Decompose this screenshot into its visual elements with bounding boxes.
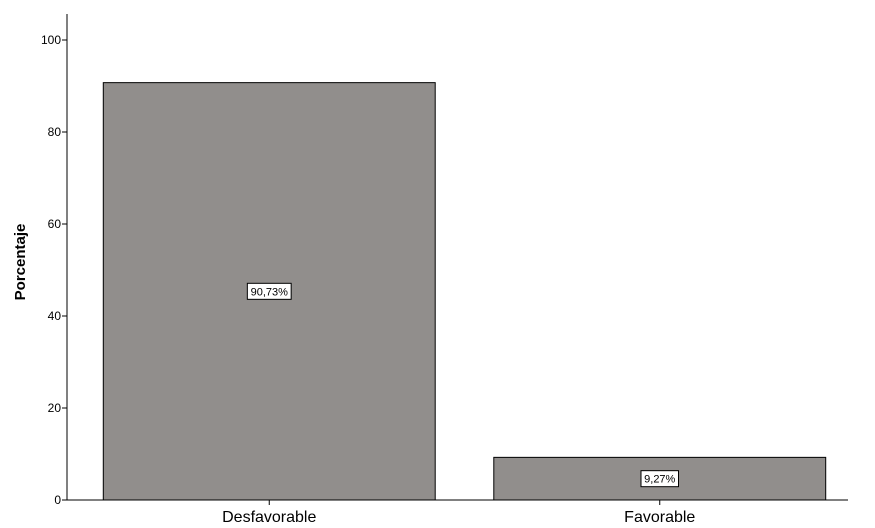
- data-label-box: [246, 282, 292, 300]
- y-tick-label: 20: [48, 401, 62, 415]
- data-labels: 90,73% 9,27%: [246, 282, 679, 488]
- x-category-label: Favorable: [624, 509, 695, 526]
- y-axis: 0 20 40 60 80 100: [41, 14, 68, 507]
- x-axis: Desfavorable Favorable: [67, 499, 848, 526]
- bars: [102, 82, 827, 501]
- data-label: 90,73%: [251, 286, 289, 298]
- data-label-box: [640, 470, 679, 488]
- y-tick-label: 100: [41, 33, 61, 47]
- y-tick-label: 80: [48, 125, 62, 139]
- data-label: 9,27%: [644, 474, 675, 486]
- y-tick-label: 40: [48, 309, 62, 323]
- y-axis-label: Porcentaje: [12, 224, 29, 301]
- y-tick-label: 0: [54, 493, 61, 507]
- x-category-label: Desfavorable: [222, 509, 316, 526]
- y-tick-label: 60: [48, 217, 62, 231]
